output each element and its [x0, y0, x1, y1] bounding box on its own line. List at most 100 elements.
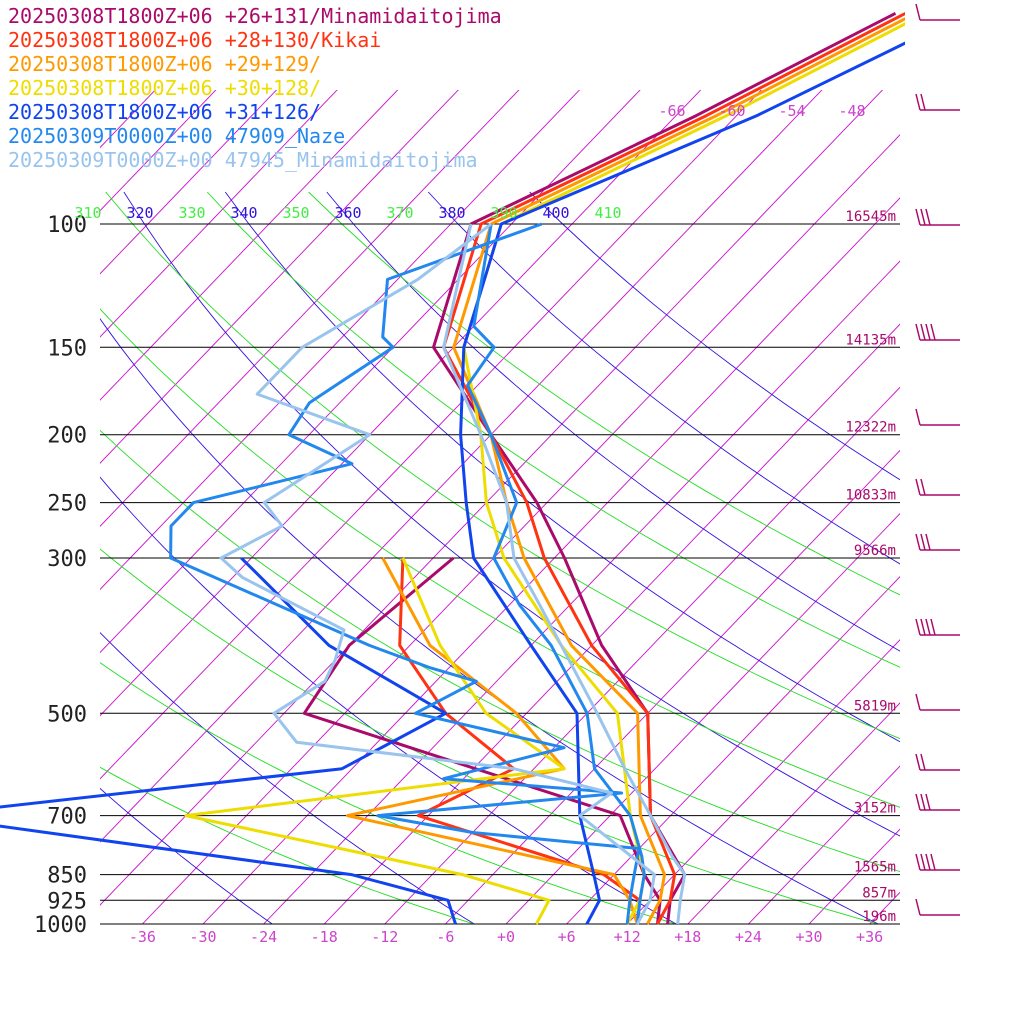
wind-barb [915, 408, 960, 426]
pressure-label: 925 [47, 889, 87, 914]
temperature-tick-label: +12 [614, 928, 641, 946]
temperature-tick-label: +30 [795, 928, 822, 946]
isotherm-line [687, 702, 900, 924]
isotherm-line [930, 13, 1024, 924]
wind-barb [915, 208, 960, 226]
isotherm-line [100, 90, 581, 591]
series-4-dewpoint-line [0, 556, 457, 925]
temperature-tick-label: +6 [558, 928, 576, 946]
pressure-label: 850 [47, 864, 87, 889]
temperature-tick-label: +18 [674, 928, 701, 946]
isotherm-line [202, 197, 900, 924]
pressure-label: 700 [47, 805, 87, 830]
isotherm-line [100, 90, 459, 464]
isotherm-line [100, 90, 641, 654]
wind-barb [915, 693, 960, 711]
isotherm-line [100, 90, 338, 338]
series-6-temperature-line [442, 223, 687, 925]
legend-entry: 20250308T1800Z+06 +26+131/Minamidaitojim… [8, 4, 502, 28]
isobar-lines [100, 223, 900, 925]
equivalent-adiabat-line [100, 662, 678, 924]
equivalent-adiabat-line [100, 548, 880, 924]
equivalent-adiabat-line [308, 191, 900, 596]
pressure-label: 150 [47, 336, 87, 361]
height-label: 16545m [845, 209, 896, 225]
wind-barb [915, 898, 960, 916]
dry-adiabat-line [123, 191, 900, 837]
temperature-tick-label: -12 [371, 928, 398, 946]
height-label: 1565m [854, 860, 896, 876]
temperature-tick-label: +0 [497, 928, 515, 946]
series-2-dewpoint-line [346, 557, 639, 925]
dry-adiabat-line [529, 191, 900, 481]
isotherm-line [100, 90, 823, 843]
legend-entry: 20250309T0000Z+00 47909_Naze [8, 124, 345, 148]
pressure-label: 250 [47, 492, 87, 517]
dry-adiabat-line [100, 631, 476, 924]
series-6-dewpoint-line [219, 222, 656, 925]
temperature-tick-label: +36 [856, 928, 883, 946]
height-label: 12322m [845, 420, 896, 436]
isotherm-line [263, 260, 900, 924]
pressure-label: 500 [47, 702, 87, 727]
series-4-temperature-line [459, 41, 905, 925]
isotherm-line [100, 90, 520, 527]
isotherm-line [100, 90, 884, 906]
wind-barb [915, 793, 960, 811]
isotherm-label: -60 [718, 102, 745, 120]
pressure-label: 1000 [34, 913, 87, 938]
temperature-tick-label: -24 [250, 928, 277, 946]
isotherm-line [566, 576, 900, 924]
wind-barb [915, 753, 960, 771]
wind-barb [915, 478, 960, 496]
dry-adiabat-line [326, 191, 900, 652]
wind-barb [915, 618, 960, 636]
series-3-dewpoint-line [184, 557, 566, 925]
series-0-dewpoint-line [302, 556, 662, 925]
wind-barb [915, 853, 960, 871]
isotherm-line [626, 639, 900, 924]
isotherm-line [100, 90, 278, 275]
sounding-profiles [0, 11, 905, 925]
isotherm-line [991, 13, 1024, 924]
isotherm-line [748, 765, 900, 924]
height-label: 857m [862, 885, 896, 901]
pressure-label: 100 [47, 213, 87, 238]
height-label: 14135m [845, 332, 896, 348]
pressure-label: 200 [47, 424, 87, 449]
series-5-dewpoint-line [169, 222, 641, 925]
isotherm-label: -48 [838, 102, 865, 120]
dry-adiabat-line [100, 317, 880, 924]
series-1-dewpoint-line [398, 557, 642, 925]
temperature-tick-label: -36 [129, 928, 156, 946]
theta-label: 310 [74, 204, 101, 222]
legend-entry: 20250308T1800Z+06 +29+129/ [8, 52, 321, 76]
isotherm-line [808, 828, 900, 924]
wind-barb [915, 3, 960, 21]
isotherm-line [100, 90, 217, 212]
theta-label: 320 [126, 204, 153, 222]
isotherm-label: -54 [778, 102, 805, 120]
legend-entry: 20250308T1800Z+06 +28+130/Kikai [8, 28, 381, 52]
theta-label: 400 [542, 204, 569, 222]
theta-label: 360 [334, 204, 361, 222]
theta-label: 380 [438, 204, 465, 222]
height-label: 3152m [854, 801, 896, 817]
temperature-tick-label: -6 [436, 928, 454, 946]
series-5-temperature-line [466, 223, 646, 925]
equivalent-adiabat-line [100, 766, 476, 924]
isotherm-line [142, 134, 900, 924]
height-label: 5819m [854, 698, 896, 714]
height-label: 9566m [854, 543, 896, 559]
axis-labels: 100 16545m 150 14135m 200 12322m 250 10833m 300 9… [34, 102, 896, 946]
wind-barbs [915, 3, 960, 916]
theta-label: 390 [490, 204, 517, 222]
temperature-tick-label: -30 [189, 928, 216, 946]
wind-barb [915, 533, 960, 551]
legend-entry: 20250309T0000Z+00 47945_Minamidaitojima [8, 148, 478, 172]
temperature-tick-label: +24 [735, 928, 762, 946]
legend-entry: 20250308T1800Z+06 +30+128/ [8, 76, 321, 100]
theta-label: 330 [178, 204, 205, 222]
dry-adiabat-line [100, 476, 678, 924]
isotherm-line [505, 512, 900, 924]
